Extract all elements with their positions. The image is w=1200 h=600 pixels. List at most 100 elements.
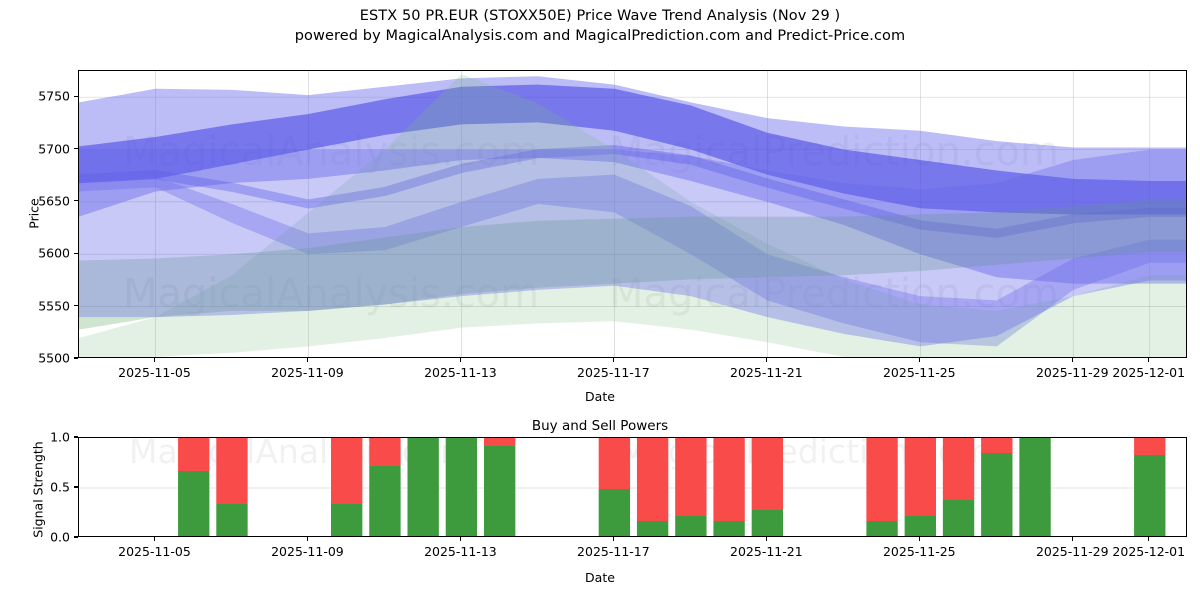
date-xtick-label-bars: 2025-11-29	[1035, 544, 1109, 559]
price-wave-chart-axes: MagicalAnalysis.com MagicalPrediction.co…	[78, 70, 1187, 358]
signal-ytick-label: 0.5	[50, 479, 70, 495]
date-xtick-label-bars: 2025-11-13	[424, 544, 497, 559]
buy-power-bar	[904, 516, 936, 536]
sell-power-bar	[675, 438, 707, 516]
buy-power-bar	[178, 471, 210, 536]
price-ytick-label: 5750	[38, 88, 70, 104]
price-band-blue-mid-descending	[79, 145, 1186, 238]
price-ytick-label: 5600	[38, 245, 70, 261]
sell-power-bar	[942, 438, 975, 500]
price-ytick-mark	[74, 305, 78, 307]
signal-ytick-label: 1.0	[50, 429, 70, 445]
date-axis-label-main: Date	[585, 389, 615, 404]
sell-power-bar	[981, 438, 1013, 453]
date-xtick-label-main: 2025-11-25	[882, 365, 956, 380]
price-ytick-mark	[74, 147, 78, 150]
date-axis-label-bars: Date	[585, 570, 615, 585]
date-xtick-mark-bars	[1071, 537, 1073, 541]
price-ytick-label: 5650	[38, 193, 70, 209]
date-xtick-label-main: 2025-11-29	[1035, 365, 1109, 380]
sell-power-bar	[178, 438, 210, 471]
price-ytick-mark	[74, 200, 78, 202]
buy-power-bar	[598, 489, 631, 536]
buy-power-bar	[751, 510, 784, 536]
signal-ytick-mark	[74, 536, 78, 538]
date-xtick-label-bars: 2025-11-05	[118, 544, 191, 559]
title-line-1: ESTX 50 PR.EUR (STOXX50E) Price Wave Tre…	[359, 8, 841, 24]
date-xtick-label-main: 2025-11-09	[271, 365, 344, 380]
buy-power-bar	[331, 504, 363, 536]
date-xtick-mark-bars	[612, 537, 614, 541]
sell-power-bar	[751, 438, 784, 510]
date-xtick-mark-main	[612, 358, 614, 362]
sell-power-bar	[904, 438, 936, 516]
page-title: ESTX 50 PR.EUR (STOXX50E) Price Wave Tre…	[0, 6, 1200, 46]
sell-power-bar	[331, 438, 363, 504]
buy-power-bar	[675, 516, 707, 536]
date-xtick-label-bars: 2025-11-09	[271, 544, 344, 559]
date-xtick-mark-main	[459, 358, 461, 362]
date-xtick-mark-main	[1071, 358, 1073, 362]
date-xtick-mark-bars	[765, 537, 767, 541]
buy-power-bar	[866, 521, 898, 536]
buy-power-bar	[981, 453, 1013, 536]
date-xtick-label-main: 2025-11-13	[424, 365, 497, 380]
buy-power-bar	[713, 521, 745, 536]
buy-power-bar	[942, 500, 975, 536]
buy-sell-powers-axes: MagicalAnalysis.com MagicalPrediction.co…	[78, 437, 1187, 537]
buy-sell-bars-plot	[79, 438, 1186, 536]
buy-sell-powers-title: Buy and Sell Powers	[531, 418, 669, 434]
price-band-green-rising-wedge	[79, 74, 1186, 357]
sell-power-bar	[369, 438, 401, 466]
date-xtick-mark-main	[306, 358, 309, 362]
price-band-blue-rising-right	[79, 149, 1186, 347]
buy-power-bar	[369, 466, 401, 536]
date-xtick-label-bars: 2025-11-17	[577, 544, 650, 559]
price-band-green-outer	[79, 199, 1186, 330]
price-band-blue-lower-drop	[79, 174, 1186, 347]
sell-power-bar	[636, 438, 669, 521]
signal-ytick-mark	[74, 486, 78, 488]
sell-power-bar	[713, 438, 745, 521]
date-xtick-mark-bars	[918, 537, 920, 541]
date-xtick-label-bars: 2025-12-01	[1112, 544, 1186, 559]
price-ytick-mark	[74, 252, 78, 254]
date-xtick-mark-main	[918, 358, 920, 362]
date-xtick-label-main: 2025-11-21	[730, 365, 803, 380]
price-ytick-label: 5700	[38, 141, 70, 157]
sell-power-bar	[598, 438, 631, 489]
price-ytick-mark	[74, 95, 78, 97]
sell-power-bar	[483, 438, 516, 446]
signal-ytick-mark	[74, 436, 78, 438]
date-xtick-label-main: 2025-12-01	[1112, 365, 1186, 380]
date-xtick-mark-bars	[1148, 537, 1150, 541]
sell-power-bar	[866, 438, 898, 521]
sell-power-bar	[216, 438, 248, 504]
price-ytick-label: 5500	[38, 350, 70, 366]
date-xtick-mark-main	[153, 358, 156, 362]
date-xtick-label-main: 2025-11-17	[577, 365, 650, 380]
date-xtick-mark-main	[1148, 358, 1150, 362]
sell-power-bar	[1134, 438, 1166, 455]
price-wave-plot	[79, 71, 1186, 357]
date-xtick-mark-main	[765, 358, 767, 362]
date-xtick-mark-bars	[459, 537, 461, 541]
price-axis-label: Price	[26, 198, 42, 229]
buy-power-bar	[1019, 438, 1051, 536]
buy-power-bar	[216, 504, 248, 536]
signal-strength-axis-label: Signal Strength	[30, 441, 46, 538]
buy-power-bar	[445, 438, 478, 536]
buy-power-bar	[1134, 455, 1166, 536]
price-ytick-mark	[74, 357, 78, 359]
date-xtick-label-bars: 2025-11-25	[882, 544, 956, 559]
price-ytick-label: 5550	[38, 298, 70, 314]
date-xtick-label-main: 2025-11-05	[118, 365, 191, 380]
signal-ytick-label: 0.0	[50, 529, 70, 545]
date-xtick-mark-bars	[306, 537, 309, 541]
buy-power-bar	[407, 438, 439, 536]
title-line-2: powered by MagicalAnalysis.com and Magic…	[294, 28, 906, 44]
date-xtick-label-bars: 2025-11-21	[730, 544, 803, 559]
price-band-blue-core	[79, 84, 1186, 215]
buy-power-bar	[636, 521, 669, 536]
